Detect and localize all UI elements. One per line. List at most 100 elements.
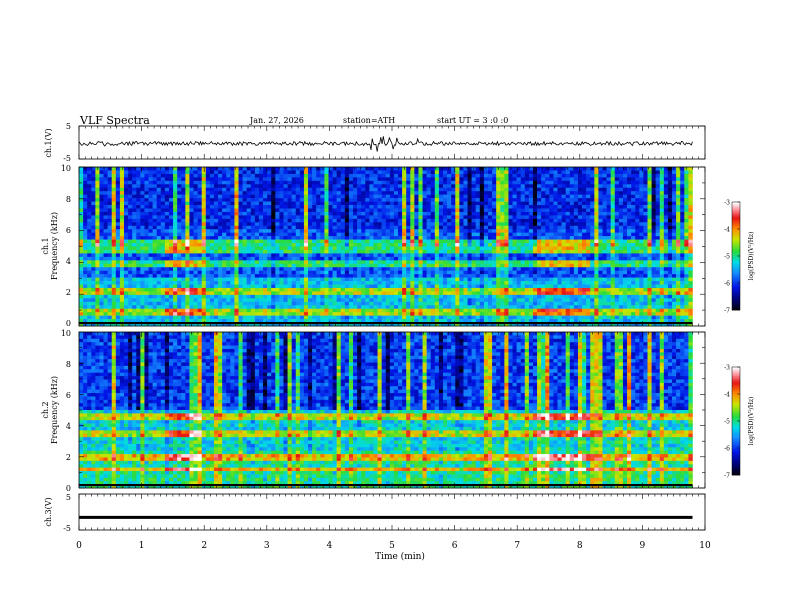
spectrogram-cell	[590, 222, 595, 227]
spectrogram-cell	[393, 167, 399, 171]
spectrogram-cell	[557, 256, 562, 261]
spectrogram-cell	[119, 177, 125, 182]
spectrogram-cell	[565, 246, 571, 251]
spectrogram-cell	[246, 267, 252, 271]
spectrogram-cell	[483, 267, 489, 271]
spectrogram-cell	[537, 187, 542, 192]
spectrogram-cell	[242, 263, 247, 268]
spectrogram-cell	[524, 229, 530, 233]
spectrogram-cell	[201, 180, 207, 185]
spectrogram-cell	[103, 274, 108, 278]
spectrogram-cell	[119, 201, 125, 206]
spectrogram-cell	[189, 274, 194, 278]
spectrogram-cell	[332, 211, 337, 216]
spectrogram-cell	[504, 170, 509, 175]
spectrogram-cell	[373, 222, 378, 227]
spectrogram-cell	[688, 222, 693, 227]
spectrogram-cell	[573, 256, 579, 261]
spectrogram-cell	[201, 198, 207, 202]
spectrogram-cell	[434, 218, 440, 223]
spectrogram-cell	[168, 211, 174, 216]
spectrogram-cell	[532, 222, 538, 227]
spectrogram-cell	[295, 267, 301, 271]
spectrogram-cell	[590, 236, 595, 240]
spectrogram-cell	[148, 253, 153, 258]
spectrogram-cell	[156, 277, 162, 282]
spectrogram-cell	[553, 184, 558, 189]
spectrogram-cell	[430, 184, 436, 189]
spectrogram-cell	[516, 208, 522, 213]
spectrogram-cell	[561, 270, 566, 275]
spectrogram-cell	[426, 198, 432, 202]
spectrogram-cell	[410, 208, 415, 213]
spectrogram-cell	[631, 184, 636, 189]
spectrogram-cell	[549, 274, 554, 278]
spectrogram-cell	[418, 274, 423, 278]
spectrogram-cell	[545, 170, 550, 175]
spectrogram-cell	[561, 184, 566, 189]
spectrogram-cell	[107, 236, 113, 240]
spectrogram-cell	[479, 246, 485, 251]
spectrogram-cell	[234, 256, 239, 261]
spectrogram-cell	[132, 187, 137, 192]
spectrogram-cell	[99, 274, 104, 278]
spectrogram-cell	[459, 253, 464, 258]
spectrogram-cell	[95, 236, 100, 240]
spectrogram-cell	[463, 201, 468, 206]
spectrogram-cell	[275, 198, 280, 202]
spectrogram-cell	[655, 249, 661, 254]
spectrogram-cell	[230, 194, 235, 199]
spectrogram-cell	[594, 260, 599, 265]
spectrogram-cell	[308, 215, 313, 220]
spectrogram-cell	[618, 270, 624, 275]
spectrogram-cell	[573, 184, 579, 189]
spectrogram-cell	[357, 215, 362, 220]
spectrogram-cell	[680, 205, 685, 209]
spectrogram-cell	[340, 198, 346, 202]
spectrogram-cell	[291, 170, 297, 175]
spectrogram-cell	[512, 222, 517, 227]
spectrogram-cell	[561, 222, 566, 227]
spectrogram-cell	[598, 256, 603, 261]
spectrogram-cell	[361, 201, 366, 206]
spectrogram-cell	[443, 173, 448, 178]
spectrogram-cell	[430, 191, 436, 195]
spectrogram-cell	[614, 191, 620, 195]
spectrogram-cell	[569, 229, 575, 233]
spectrogram-cell	[659, 194, 665, 199]
spectrogram-cell	[119, 263, 125, 268]
spectrogram-cell	[602, 180, 607, 185]
spectrogram-cell	[602, 277, 607, 282]
spectrogram-cell	[119, 236, 125, 240]
spectrogram-cell	[226, 208, 231, 213]
spectrogram-cell	[316, 270, 321, 275]
spectrogram-cell	[99, 232, 104, 237]
spectrogram-cell	[385, 194, 391, 199]
spectrogram-cell	[91, 229, 96, 233]
spectrogram-cell	[606, 246, 611, 251]
spectrogram-cell	[422, 222, 427, 227]
spectrogram-cell	[553, 201, 558, 206]
spectrogram-cell	[87, 201, 92, 206]
spectrogram-cell	[610, 225, 616, 230]
spectrogram-cell	[398, 218, 403, 223]
spectrogram-cell	[267, 201, 272, 206]
spectrogram-cell	[553, 170, 558, 175]
spectrogram-cell	[582, 243, 587, 247]
spectrogram-cell	[287, 225, 292, 230]
spectrogram-cell	[430, 167, 436, 171]
spectrogram-cell	[218, 167, 223, 171]
spectrogram-cell	[123, 225, 129, 230]
spectrogram-cell	[389, 218, 395, 223]
spectrogram-cell	[181, 191, 186, 195]
spectrogram-cell	[402, 239, 407, 244]
spectrogram-cell	[590, 277, 595, 282]
spectrogram-cell	[663, 253, 669, 258]
spectrogram-cell	[561, 263, 566, 268]
spectrogram-cell	[680, 277, 685, 282]
spectrogram-cell	[381, 191, 387, 195]
spectrogram-cell	[332, 198, 337, 202]
spectrogram-cell	[267, 187, 272, 192]
spectrogram-cell	[524, 225, 530, 230]
spectrogram-cell	[377, 225, 382, 230]
